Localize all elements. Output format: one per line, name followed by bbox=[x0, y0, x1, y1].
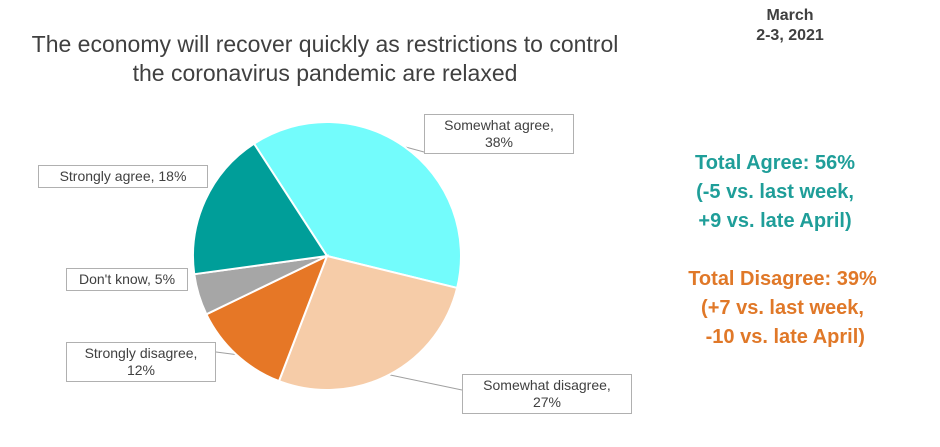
slice-label-strongly-disagree: Strongly disagree, 12% bbox=[66, 342, 216, 382]
slice-label-line: Don't know, 5% bbox=[78, 271, 176, 287]
slice-label-line: 12% bbox=[126, 362, 156, 378]
slice-label-line: Strongly agree, 18% bbox=[59, 168, 187, 184]
total-disagree-summary: Total Disagree: 39% (+7 vs. last week, -… bbox=[660, 265, 905, 352]
pie-slice-somewhat-disagree bbox=[277, 254, 459, 391]
chart-title: The economy will recover quickly as rest… bbox=[0, 30, 650, 88]
slice-label-dont-know: Don't know, 5% bbox=[66, 268, 188, 291]
pie-slice-strongly-agree bbox=[192, 142, 329, 276]
slice-label-somewhat-disagree: Somewhat disagree, 27% bbox=[462, 374, 632, 414]
survey-date-line: March bbox=[766, 7, 814, 24]
slice-label-line: Somewhat disagree, bbox=[483, 377, 611, 393]
summary-line: Total Disagree: 39% bbox=[688, 268, 877, 290]
summary-line: (+7 vs. last week, bbox=[701, 297, 864, 319]
leader-line bbox=[215, 351, 237, 356]
summary-line: Total Agree: 56% bbox=[694, 152, 856, 174]
slice-label-line: Somewhat agree, bbox=[444, 117, 554, 133]
survey-date: March 2-3, 2021 bbox=[745, 6, 835, 46]
summary-line: (-5 vs. last week, bbox=[696, 181, 854, 203]
summary-line: +9 vs. late April) bbox=[698, 210, 852, 232]
chart-title-line: The economy will recover quickly as rest… bbox=[31, 31, 619, 57]
slice-label-somewhat-agree: Somewhat agree, 38% bbox=[424, 114, 574, 154]
leader-line bbox=[388, 374, 463, 391]
survey-date-line: 2-3, 2021 bbox=[756, 27, 824, 44]
slice-label-line: 38% bbox=[484, 134, 514, 150]
slice-label-strongly-agree: Strongly agree, 18% bbox=[38, 165, 208, 188]
slice-label-line: Strongly disagree, bbox=[84, 345, 198, 361]
pie-slices bbox=[192, 121, 462, 391]
leader-lines bbox=[215, 146, 463, 391]
chart-title-line: the coronavirus pandemic are relaxed bbox=[132, 60, 518, 86]
total-agree-summary: Total Agree: 56% (-5 vs. last week, +9 v… bbox=[660, 149, 890, 236]
summary-line: -10 vs. late April) bbox=[700, 326, 865, 348]
pie-slice-strongly-disagree bbox=[205, 254, 329, 383]
leader-line bbox=[404, 146, 425, 153]
slice-label-line: 27% bbox=[532, 394, 562, 410]
pie-slice-somewhat-agree bbox=[252, 121, 462, 290]
